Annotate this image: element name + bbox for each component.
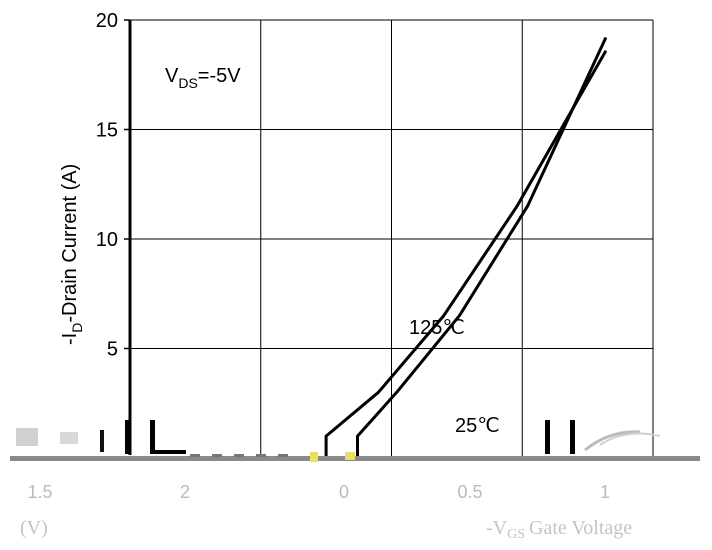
x-tick-labels: 1.5 2 0 0.5 1: [27, 482, 610, 502]
artifact-stroke: [599, 432, 661, 446]
series-25c-curve: [356, 36, 608, 458]
artifact-blob: [310, 452, 318, 462]
x-tick-label: 1.5: [27, 482, 52, 502]
artifact-bar: [545, 420, 550, 454]
artifact-dash: [190, 454, 200, 457]
x-tick-label: 0: [339, 482, 349, 502]
render-artifacts: [10, 420, 700, 462]
series-125c-curve: [324, 49, 608, 458]
artifact-bar: [125, 420, 130, 454]
x-tick-label: 2: [180, 482, 190, 502]
artifact-blob: [16, 428, 38, 446]
y-tick-label: 15: [96, 120, 118, 142]
axes: [124, 19, 132, 459]
artifact-bar: [100, 430, 104, 452]
x-axis-unit: (V): [20, 517, 48, 539]
x-tick-label: 0.5: [457, 482, 482, 502]
series-label-25c: 25℃: [455, 415, 500, 437]
y-axis-label: -ID-Drain Current (A): [59, 164, 85, 345]
gridlines: [130, 19, 654, 458]
artifact-blob: [345, 452, 355, 460]
artifact-dash: [234, 454, 244, 457]
artifact-stroke: [584, 430, 641, 452]
artifact-dash: [212, 454, 222, 457]
vds-condition-label: VDS=-5V: [165, 65, 241, 91]
y-tick-label: 20: [96, 10, 118, 32]
artifact-dash: [278, 454, 288, 457]
artifact-bar: [570, 420, 575, 454]
artifact-dash: [256, 454, 266, 457]
x-axis-label-fragment: -VGS Gate Voltage: [486, 517, 632, 542]
y-tick-label: 10: [96, 229, 118, 251]
artifact-bar: [150, 450, 186, 454]
series-curves: [324, 36, 608, 458]
artifact-bar: [150, 420, 155, 454]
y-tick-labels: 5 10 15 20: [96, 10, 118, 361]
y-tick-label: 5: [107, 339, 118, 361]
artifact-blob: [60, 432, 78, 444]
x-tick-label: 1: [600, 482, 610, 502]
series-label-125c: 125℃: [409, 317, 465, 339]
